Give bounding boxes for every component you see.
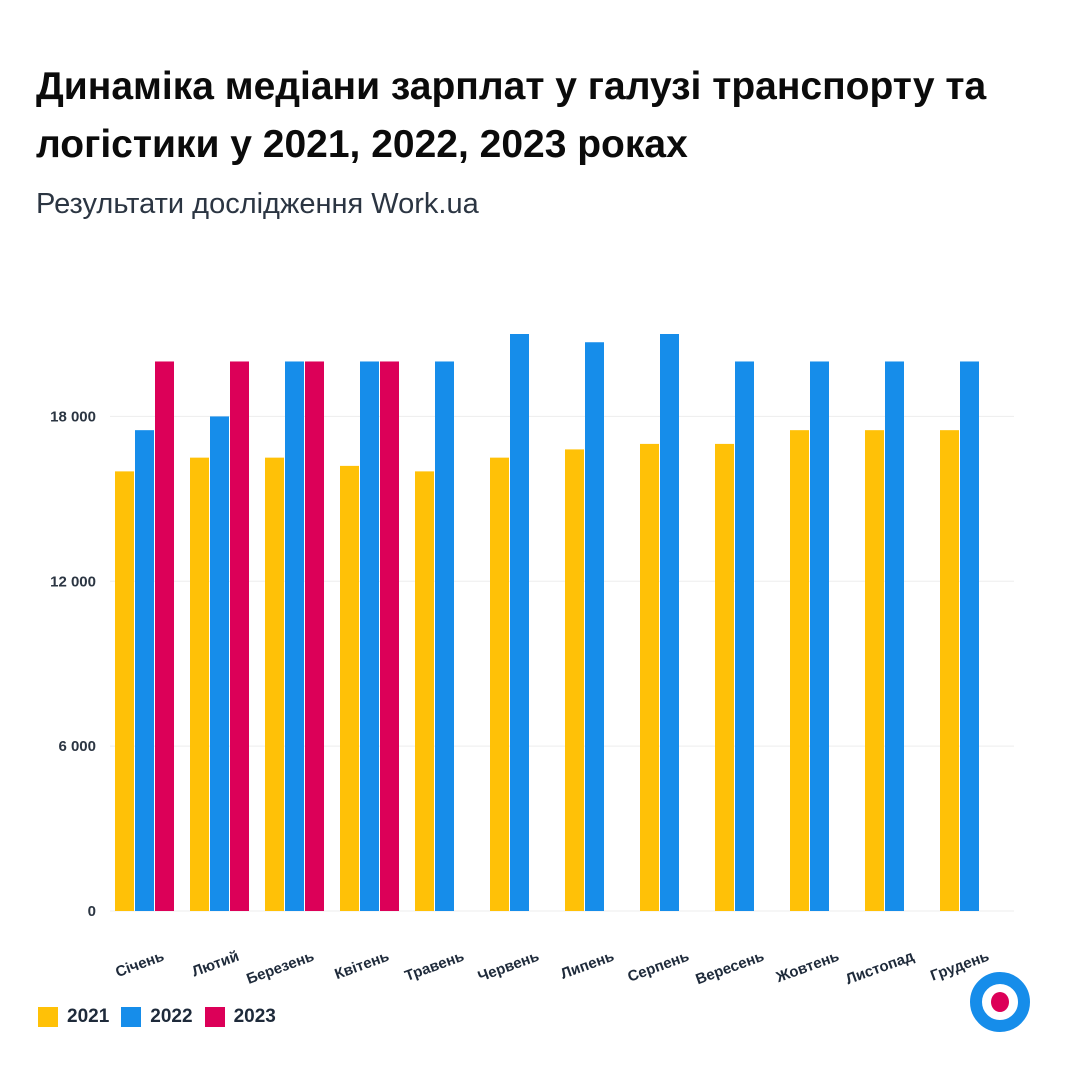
bar-2022-1 bbox=[135, 430, 154, 911]
y-tick-label: 6 000 bbox=[58, 738, 96, 755]
bar-2021-10 bbox=[790, 430, 809, 911]
bar-2022-6 bbox=[510, 334, 529, 911]
y-tick-label: 12 000 bbox=[50, 573, 96, 590]
legend-item-2021: 2021 bbox=[38, 1006, 109, 1028]
legend-swatch-2021 bbox=[38, 1007, 58, 1027]
chart-title: Динаміка медіани зарплат у галузі трансп… bbox=[36, 65, 987, 166]
bar-2022-10 bbox=[810, 361, 829, 911]
x-tick-label: Січень bbox=[113, 948, 166, 981]
bar-2022-3 bbox=[285, 361, 304, 911]
bar-2022-5 bbox=[435, 361, 454, 911]
x-tick-label: Лютий bbox=[190, 948, 242, 981]
bar-2022-12 bbox=[960, 361, 979, 911]
bar-2021-1 bbox=[115, 471, 134, 911]
legend-item-2022: 2022 bbox=[121, 1006, 193, 1028]
x-tick-label: Травень bbox=[403, 948, 467, 985]
x-tick-label: Серпень bbox=[625, 948, 691, 986]
bar-2021-8 bbox=[640, 443, 659, 911]
logo-ring bbox=[970, 972, 1030, 1032]
y-tick-label: 0 bbox=[88, 903, 96, 920]
bar-2023-3 bbox=[305, 361, 324, 911]
bar-2021-12 bbox=[940, 430, 959, 911]
legend-label-2023: 2023 bbox=[233, 1006, 276, 1027]
x-tick-label: Квітень bbox=[332, 948, 391, 983]
x-tick-label: Березень bbox=[244, 948, 316, 988]
bar-2021-3 bbox=[265, 457, 284, 911]
bar-2022-2 bbox=[210, 416, 229, 911]
legend-swatch-2023 bbox=[204, 1007, 225, 1027]
bar-2021-6 bbox=[490, 457, 509, 911]
bar-2023-2 bbox=[230, 361, 249, 911]
bar-2021-4 bbox=[340, 465, 359, 911]
bar-2021-5 bbox=[415, 471, 434, 911]
legend-swatch-2022 bbox=[121, 1007, 142, 1027]
bar-2022-8 bbox=[660, 334, 679, 911]
bar-2022-7 bbox=[585, 342, 604, 911]
legend-label-2021: 2021 bbox=[67, 1006, 110, 1027]
bar-2022-11 bbox=[885, 361, 904, 911]
chart-subtitle: Результати дослідження Work.ua bbox=[36, 188, 479, 220]
bar-2022-9 bbox=[735, 361, 754, 911]
bar-2021-11 bbox=[865, 430, 884, 911]
legend: 2021 2022 2023 bbox=[38, 1006, 288, 1028]
bar-2023-1 bbox=[155, 361, 174, 911]
legend-label-2022: 2022 bbox=[150, 1006, 193, 1027]
work-ua-logo-icon bbox=[970, 972, 1030, 1032]
x-tick-label: Червень bbox=[476, 948, 542, 986]
bar-2021-9 bbox=[715, 443, 734, 911]
x-tick-label: Листопад bbox=[844, 948, 917, 989]
bar-2021-7 bbox=[565, 449, 584, 911]
bar-2022-4 bbox=[360, 361, 379, 911]
y-tick-label: 18 000 bbox=[50, 408, 96, 425]
x-tick-label: Жовтень bbox=[773, 948, 841, 987]
bar-2023-4 bbox=[380, 361, 399, 911]
logo-dot bbox=[991, 992, 1009, 1012]
legend-item-2023: 2023 bbox=[204, 1006, 276, 1028]
x-tick-label: Вересень bbox=[693, 948, 766, 988]
x-tick-label: Липень bbox=[558, 948, 616, 983]
bar-2021-2 bbox=[190, 457, 209, 911]
